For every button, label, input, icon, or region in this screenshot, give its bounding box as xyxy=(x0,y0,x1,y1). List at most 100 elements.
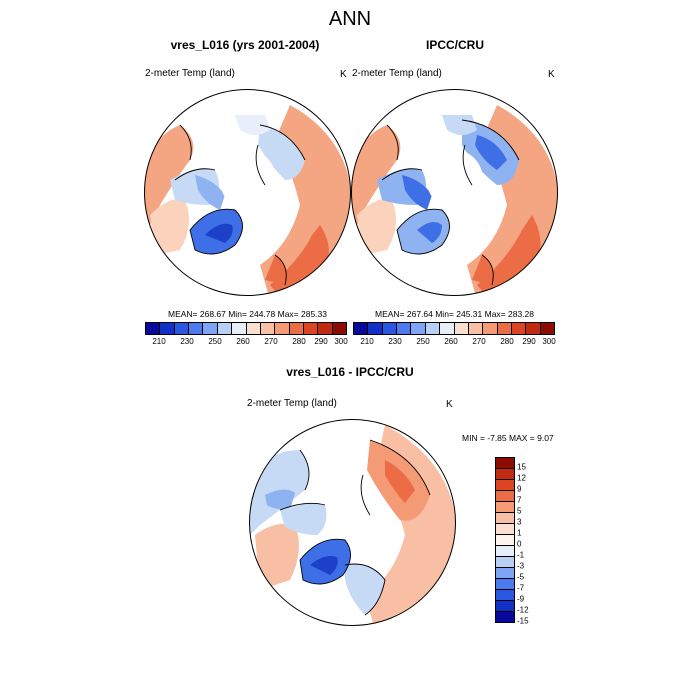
colorbar-swatch xyxy=(217,323,233,334)
panel-1-coastlines xyxy=(174,124,306,286)
colorbar-swatch xyxy=(275,323,290,334)
panel-2-map xyxy=(351,89,558,296)
colorbar-tick: 290 xyxy=(314,337,328,346)
colorbar-swatch xyxy=(496,502,514,513)
colorbar-tick: 250 xyxy=(416,337,430,346)
panel-2-unit-label: K xyxy=(548,69,555,80)
colorbar-swatch xyxy=(174,323,190,334)
panel-1-map-border xyxy=(144,89,351,296)
colorbar-tick: 7 xyxy=(517,495,522,505)
colorbar-swatch xyxy=(496,601,514,612)
diff-panel-coastlines xyxy=(279,439,431,616)
panel-2-title: IPCC/CRU xyxy=(425,38,484,52)
panel-2-coastlines xyxy=(381,119,520,286)
colorbar-tick: 230 xyxy=(180,337,194,346)
colorbar-swatch xyxy=(332,323,347,334)
colorbar-tick: 300 xyxy=(542,337,556,346)
colorbar-tick: 1 xyxy=(517,528,522,538)
colorbar-tick: -15 xyxy=(517,616,529,626)
panel-2-siberia-core xyxy=(475,135,507,170)
panel-1-siberia-cool xyxy=(258,125,305,180)
colorbar-swatch xyxy=(468,323,484,334)
diff-panel-title: vres_L016 - IPCC/CRU xyxy=(286,365,414,379)
colorbar-tick: -5 xyxy=(517,572,525,582)
panel-1-map xyxy=(144,89,351,296)
colorbar-swatch xyxy=(260,323,276,334)
colorbar-tick: 210 xyxy=(360,337,374,346)
colorbar-tick: 290 xyxy=(522,337,536,346)
colorbar-swatch xyxy=(540,323,555,334)
panel-2-archipelago xyxy=(402,175,432,210)
diff-panel-alaska-core xyxy=(265,489,295,510)
diff-panel-map-border xyxy=(249,419,456,626)
colorbar-swatch xyxy=(382,323,398,334)
colorbar-swatch xyxy=(496,469,514,480)
colorbar-tick: 280 xyxy=(292,337,306,346)
panel-2-colorbar xyxy=(353,322,555,335)
colorbar-swatch xyxy=(146,323,161,334)
colorbar-swatch xyxy=(496,513,514,524)
panel-1-greenland-core xyxy=(205,223,233,243)
main-title: ANN xyxy=(328,8,372,30)
colorbar-swatch xyxy=(496,491,514,502)
colorbar-swatch xyxy=(440,323,455,334)
diff-panel-greenland-core xyxy=(310,556,338,575)
colorbar-swatch xyxy=(496,590,514,601)
colorbar-tick: 0 xyxy=(517,539,522,549)
diff-panel-canada-cool xyxy=(280,503,327,535)
colorbar-swatch xyxy=(496,535,514,546)
colorbar-swatch xyxy=(425,323,441,334)
panel-1-field-label: 2-meter Temp (land) xyxy=(145,68,235,79)
colorbar-tick: -1 xyxy=(517,550,525,560)
panel-2-canada-warm xyxy=(357,199,396,255)
colorbar-tick: 270 xyxy=(264,337,278,346)
colorbar-tick: 260 xyxy=(236,337,250,346)
panel-2-field-label: 2-meter Temp (land) xyxy=(352,68,442,79)
colorbar-tick: 12 xyxy=(517,473,526,483)
panel-1-title: vres_L016 (yrs 2001-2004) xyxy=(170,38,320,52)
colorbar-swatch xyxy=(511,323,527,334)
colorbar-swatch xyxy=(160,323,175,334)
colorbar-swatch xyxy=(483,323,498,334)
colorbar-swatch xyxy=(496,557,514,568)
colorbar-tick: 15 xyxy=(517,462,526,472)
diff-colorbar-labels: 15 12 9 7 5 3 1 0 -1 -3 -5 -7 -9 -12 -15 xyxy=(517,457,547,626)
colorbar-swatch xyxy=(496,579,514,590)
colorbar-tick: -9 xyxy=(517,594,525,604)
colorbar-swatch xyxy=(496,458,514,469)
colorbar-tick: 9 xyxy=(517,484,522,494)
colorbar-swatch xyxy=(289,323,304,334)
diff-colorbar xyxy=(495,457,515,623)
panel-2-stats: MEAN= 267.64 Min= 245.31 Max= 283.28 xyxy=(374,309,534,319)
panel-1-arctic-ocean xyxy=(220,150,276,210)
diff-panel-canada-warm xyxy=(255,523,299,590)
colorbar-tick: -7 xyxy=(517,583,525,593)
panel-2-scandinavia xyxy=(472,255,494,285)
colorbar-tick: 260 xyxy=(444,337,458,346)
colorbar-tick: 250 xyxy=(208,337,222,346)
colorbar-swatch xyxy=(203,323,218,334)
diff-panel-map xyxy=(249,419,456,626)
colorbar-tick: 210 xyxy=(152,337,166,346)
panel-2-colorbar-labels: 210 230 250 260 270 280 290 300 xyxy=(353,337,556,349)
colorbar-swatch xyxy=(497,323,512,334)
colorbar-swatch xyxy=(496,480,514,491)
colorbar-swatch xyxy=(368,323,383,334)
colorbar-swatch xyxy=(318,323,333,334)
colorbar-swatch xyxy=(354,323,369,334)
colorbar-tick: 280 xyxy=(500,337,514,346)
panel-1-colorbar-labels: 210 230 250 260 270 280 290 300 xyxy=(145,337,348,349)
panel-2-alaska-warm xyxy=(352,125,401,235)
panel-1-scandinavia xyxy=(265,255,287,285)
diff-panel-europe-cool xyxy=(345,564,385,615)
panel-2-chukotka xyxy=(442,115,477,135)
colorbar-tick: -12 xyxy=(517,605,529,615)
diff-panel-field-label: 2-meter Temp (land) xyxy=(247,398,337,409)
colorbar-tick: 300 xyxy=(334,337,348,346)
panel-2-greenland-core xyxy=(417,221,442,243)
panel-1-unit-label: K xyxy=(340,69,347,80)
colorbar-tick: -3 xyxy=(517,561,525,571)
colorbar-swatch xyxy=(496,612,514,622)
panel-1-colorbar xyxy=(145,322,347,335)
panel-2-map-border xyxy=(351,89,558,296)
